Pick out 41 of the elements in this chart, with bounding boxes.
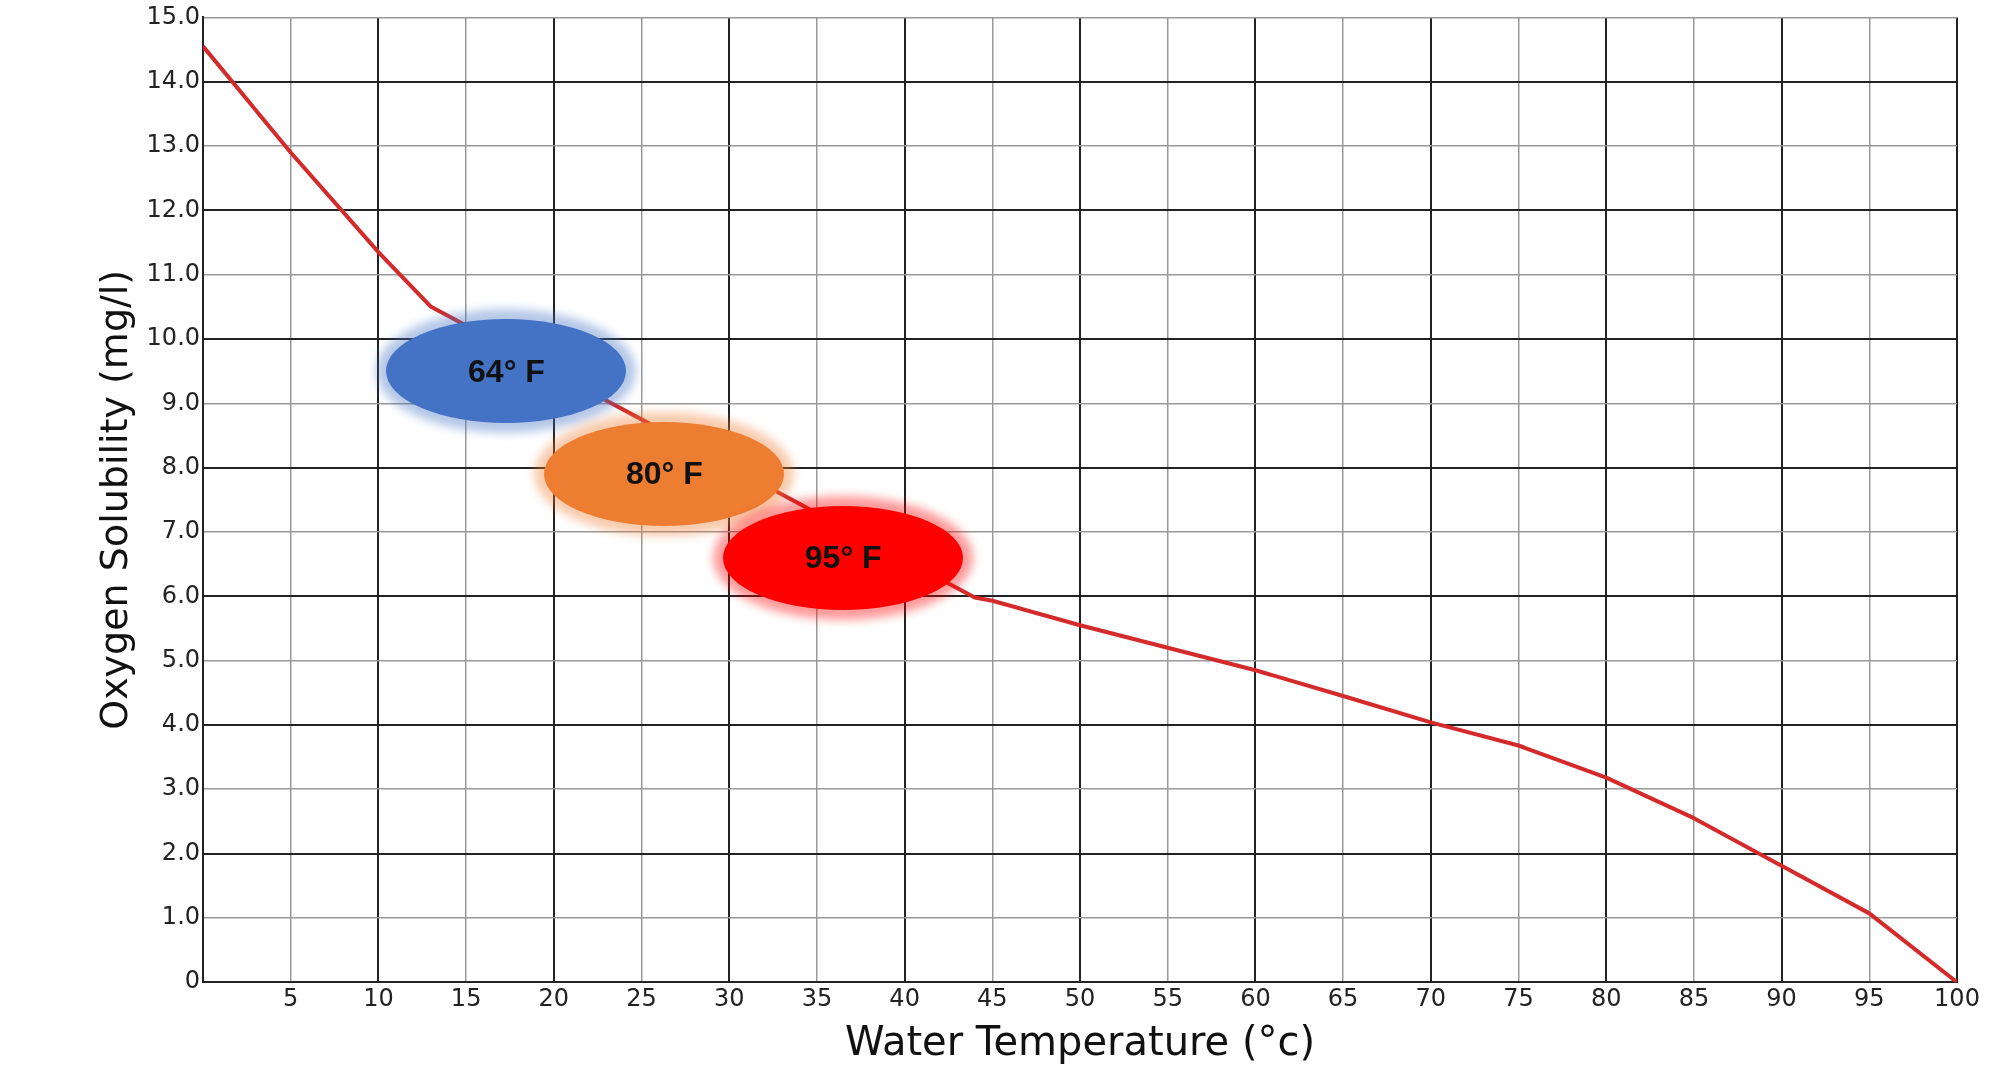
x-tick-label: 60 bbox=[1240, 983, 1271, 1012]
x-tick-label: 50 bbox=[1064, 983, 1096, 1012]
oval-label: 95° F bbox=[723, 505, 964, 610]
x-axis-title: Water Temperature (°c) bbox=[844, 1018, 1316, 1065]
oval-label: 80° F bbox=[544, 421, 785, 526]
x-tick-label: 70 bbox=[1415, 983, 1447, 1012]
y-tick-label: 5.0 bbox=[161, 644, 201, 673]
y-tick-label: 6.0 bbox=[161, 580, 201, 609]
x-tick-label: 100 bbox=[1934, 983, 1980, 1012]
x-tick-label: 35 bbox=[801, 983, 833, 1012]
x-tick-label: 95 bbox=[1854, 983, 1885, 1012]
x-tick-label: 40 bbox=[889, 983, 920, 1012]
x-tick-label: 45 bbox=[977, 983, 1008, 1012]
y-tick-label: 3.0 bbox=[161, 773, 201, 802]
x-tick-label: 55 bbox=[1152, 983, 1183, 1012]
x-tick-label: 5 bbox=[283, 983, 299, 1012]
y-tick-label: 12.0 bbox=[146, 194, 201, 223]
x-tick-label: 25 bbox=[626, 983, 657, 1012]
y-tick-label: 1.0 bbox=[161, 902, 201, 931]
x-tick-label: 65 bbox=[1327, 983, 1359, 1012]
y-tick-label: 11.0 bbox=[146, 258, 201, 287]
y-tick-label: 4.0 bbox=[161, 709, 201, 738]
x-tick-label: 80 bbox=[1590, 983, 1622, 1012]
x-tick-label: 15 bbox=[450, 983, 482, 1012]
y-tick-label: 10.0 bbox=[146, 323, 201, 352]
oval-label: 64° F bbox=[386, 319, 627, 424]
y-tick-label: 7.0 bbox=[161, 516, 201, 545]
y-tick-label: 2.0 bbox=[161, 837, 201, 866]
x-tick-label: 90 bbox=[1766, 983, 1797, 1012]
y-tick-label: 14.0 bbox=[146, 65, 201, 94]
x-tick-label: 10 bbox=[363, 983, 394, 1012]
y-tick-label: 15.0 bbox=[146, 1, 201, 30]
y-tick-label: 8.0 bbox=[161, 451, 201, 480]
y-tick-label: 9.0 bbox=[161, 387, 201, 416]
x-tick-label: 85 bbox=[1678, 983, 1710, 1012]
x-tick-label: 75 bbox=[1503, 983, 1534, 1012]
y-tick-label: 0 bbox=[184, 966, 201, 995]
x-tick-label: 30 bbox=[713, 983, 745, 1012]
y-axis-title: Oxygen Solubility (mg/l) bbox=[91, 269, 136, 730]
y-tick-label: 13.0 bbox=[146, 130, 201, 159]
x-tick-label: 20 bbox=[538, 983, 570, 1012]
